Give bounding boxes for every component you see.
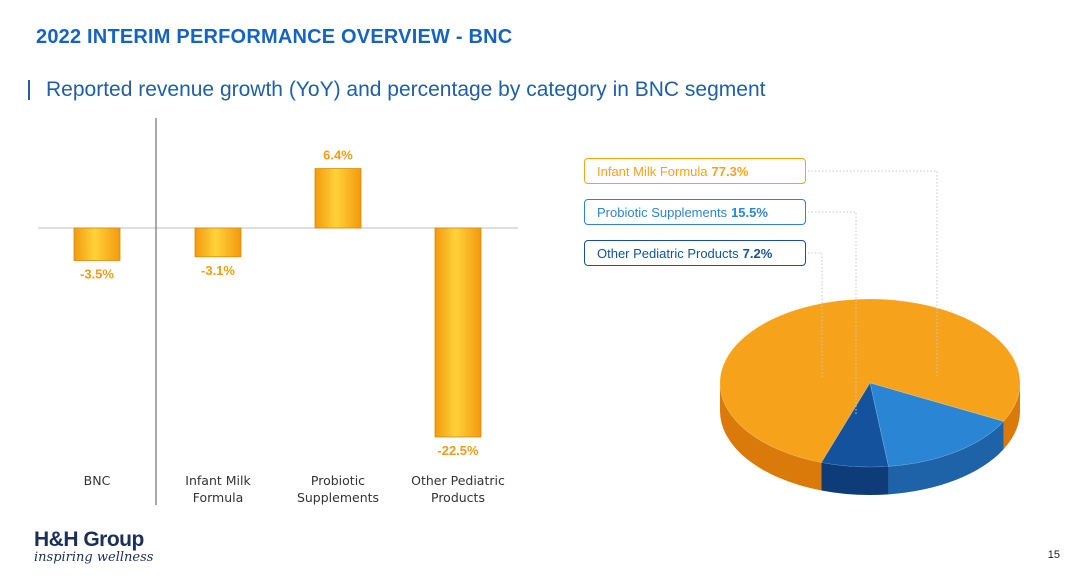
legend-other-pediatric-products: Other Pediatric Products 7.2% [584, 240, 806, 266]
category-label: Supplements [297, 490, 379, 505]
page-number: 15 [1047, 549, 1060, 561]
category-label: Probiotic [311, 473, 365, 488]
bar-chart: -3.5% BNC -3.1% Infant Milk Formula 6.4% Probi… [38, 118, 518, 505]
category-label: BNC [84, 473, 111, 488]
legend-label: Probiotic Supplements [597, 204, 728, 220]
pie-slice-1 [719, 298, 1021, 463]
pie-side-2 [888, 421, 1004, 495]
logo-tagline: inspiring wellness [34, 550, 154, 565]
subtitle-accent-bar [28, 80, 30, 100]
pie-side-1 [720, 383, 822, 491]
leader-line-3 [808, 252, 823, 378]
slide-subtitle: Reported revenue growth (YoY) and percen… [28, 78, 765, 102]
legend-value: 77.3% [711, 163, 749, 179]
pie-chart [719, 170, 1021, 495]
bar-4 [434, 227, 482, 438]
legend-infant-milk-formula: Infant Milk Formula 77.3% [584, 158, 806, 184]
logo-name: H&H Group [34, 528, 144, 551]
bar-value-label: -3.5% [80, 267, 114, 282]
leader-line-1 [808, 170, 938, 378]
bar-2 [194, 227, 242, 258]
legend-label: Other Pediatric Products [597, 245, 739, 261]
pie-slice-3 [821, 382, 889, 468]
legend-label: Infant Milk Formula [597, 163, 708, 179]
slide-title: 2022 INTERIM PERFORMANCE OVERVIEW - BNC [36, 26, 513, 48]
pie-side-1 [1003, 383, 1020, 450]
legend-value: 15.5% [731, 204, 768, 220]
category-label: Formula [193, 490, 244, 505]
bar-value-label: -22.5% [437, 443, 479, 458]
category-label: Infant Milk [185, 473, 251, 488]
company-logo: H&H Group inspiring wellness [34, 528, 153, 565]
pie-side-3 [821, 462, 889, 495]
bar-1 [73, 227, 121, 261]
subtitle-text: Reported revenue growth (YoY) and percen… [46, 78, 766, 101]
legend-value: 7.2% [742, 245, 773, 261]
bar-value-label: -3.1% [201, 263, 235, 278]
category-label: Products [431, 490, 485, 505]
pie-slice-2 [869, 382, 1005, 467]
category-label: Other Pediatric [411, 473, 505, 488]
legend-probiotic-supplements: Probiotic Supplements 15.5% [584, 199, 806, 225]
bar-value-label: 6.4% [323, 148, 353, 163]
bar-3 [314, 168, 362, 229]
